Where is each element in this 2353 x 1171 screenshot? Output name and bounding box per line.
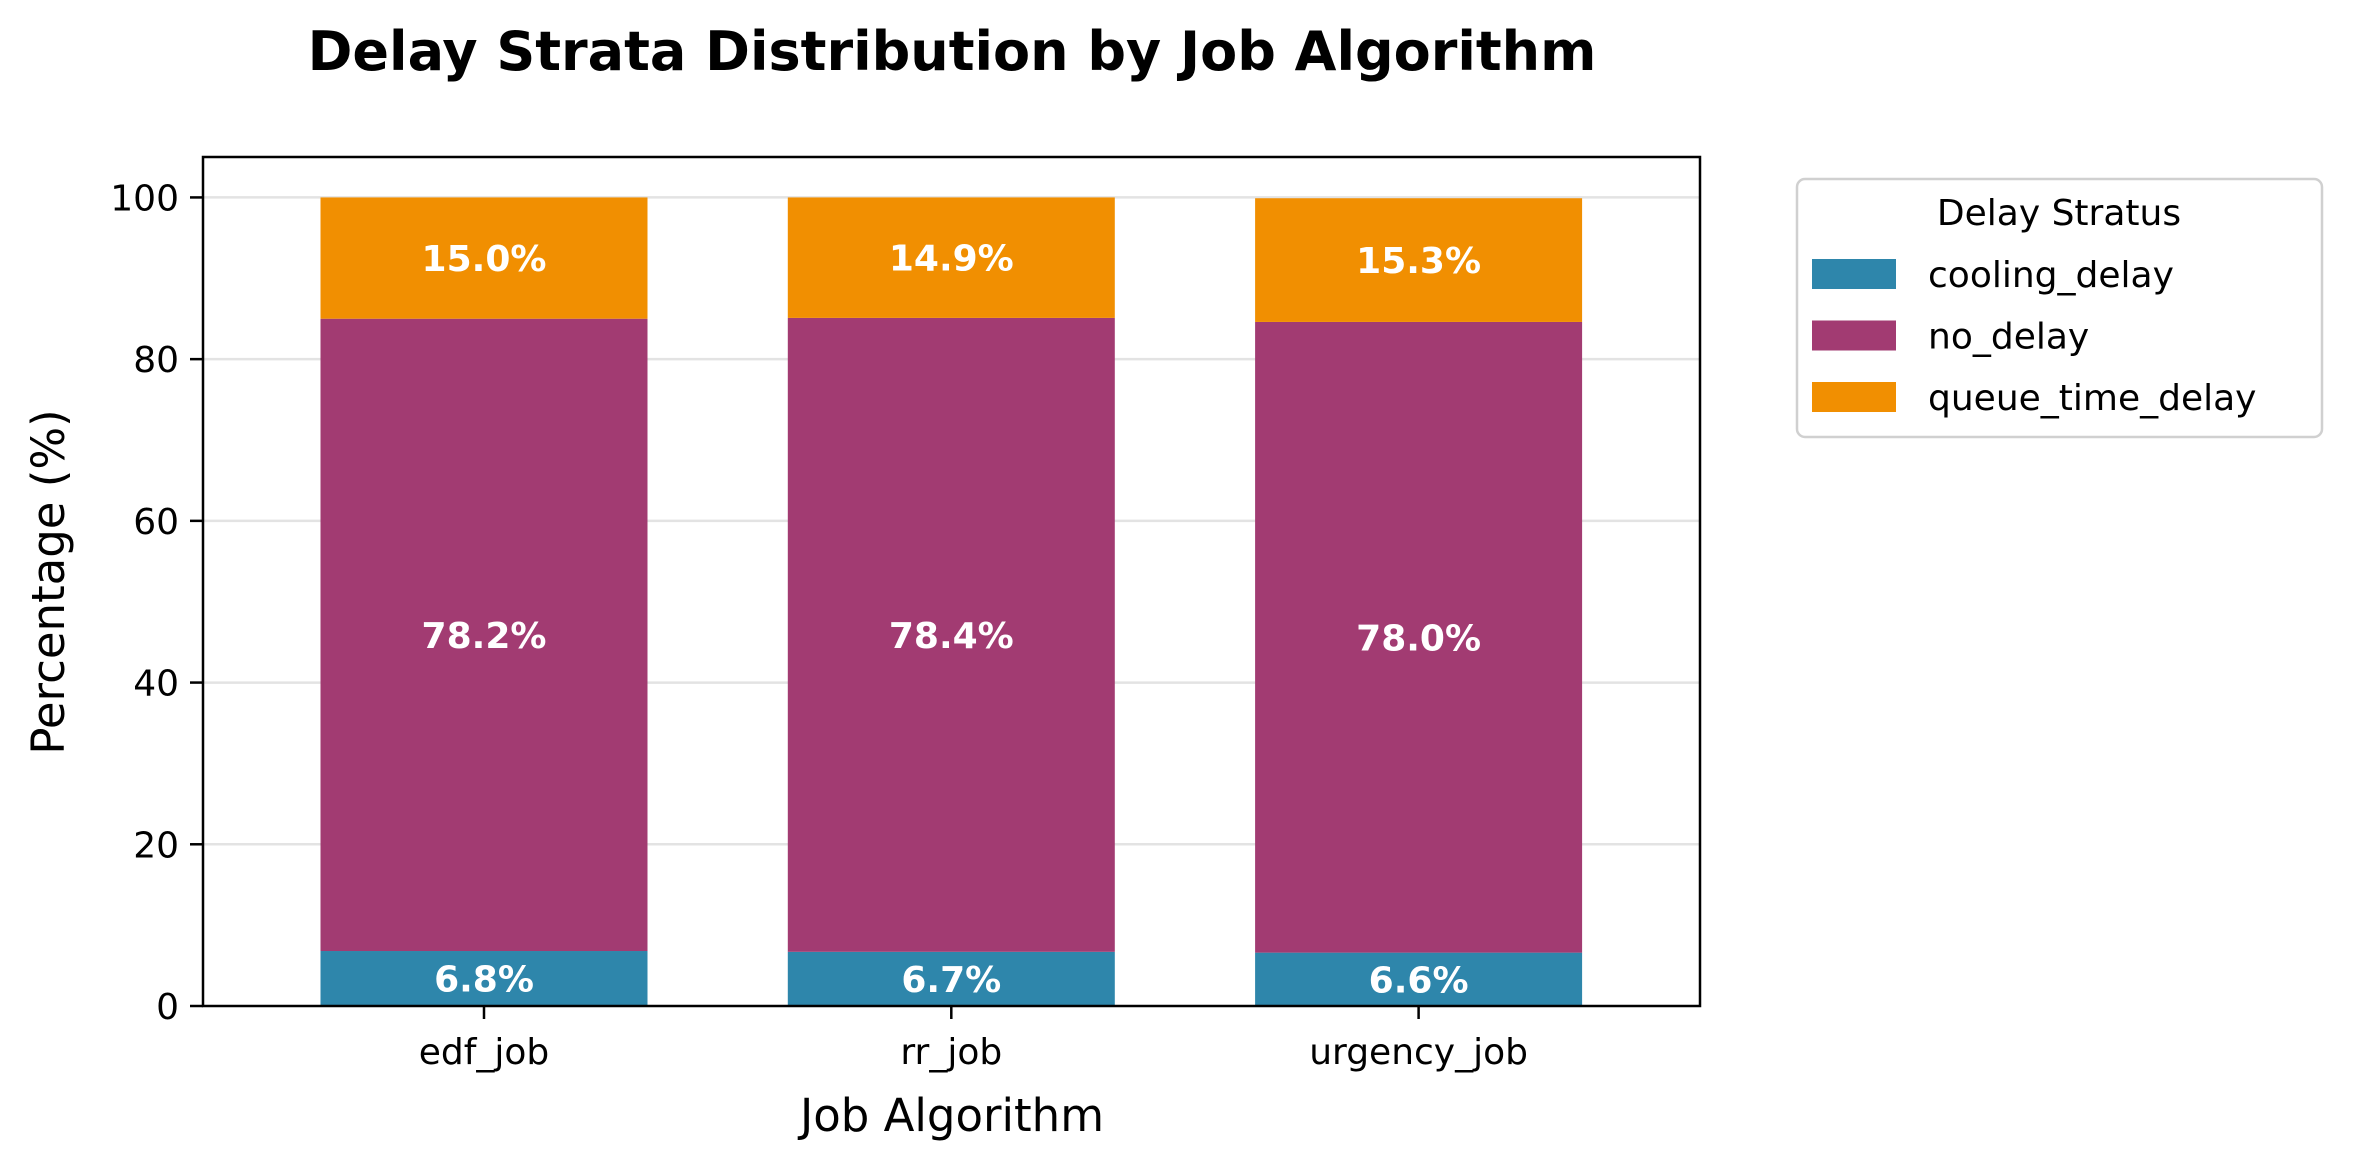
legend-frame: [1795, 177, 2324, 439]
x-tick-label: urgency_job: [1309, 1032, 1528, 1073]
bar-segment-queue_time_delay: [1255, 198, 1583, 322]
bar-segment-queue_time_delay: [787, 197, 1115, 318]
bar-segment-no_delay: [320, 318, 648, 952]
bar-segment-cooling_delay: [787, 951, 1115, 1006]
bar-value-label: 6.8%: [434, 960, 534, 1001]
y-axis: 0 20 40 60 80 100: [110, 178, 203, 1028]
x-tick-label: rr_job: [900, 1032, 1002, 1073]
y-tick-label: 40: [133, 664, 179, 705]
x-tick-label: edf_job: [419, 1032, 550, 1073]
legend-label: no_delay: [1928, 317, 2089, 358]
bars: [320, 197, 1583, 1006]
x-axis-label: Job Algorithm: [797, 1089, 1104, 1142]
legend: Delay Stratus cooling_delay no_delayqueue…: [1795, 177, 2324, 439]
y-tick-label: 80: [133, 340, 179, 381]
bar-value-labels: 6.8% 78.2% 15.0% 6.7% 78.4% 14.9% 6.6% 78.0% 15.…: [422, 239, 1482, 1002]
bar-value-label: 15.3%: [1356, 241, 1481, 282]
bar-value-label: 78.2%: [422, 616, 547, 657]
legend-swatch: [1812, 320, 1896, 351]
legend-label: queue_time_delay: [1928, 378, 2256, 419]
bar-value-label: 14.9%: [889, 239, 1014, 280]
y-tick-label: 20: [133, 825, 179, 866]
y-axis-label: Percentage (%): [22, 409, 75, 754]
legend-label: cooling_delay: [1928, 255, 2174, 296]
bar-value-label: 6.6%: [1369, 960, 1469, 1001]
bar-segment-cooling_delay: [320, 951, 648, 1006]
bar-segment-queue_time_delay: [320, 197, 648, 319]
y-tick-label: 60: [133, 502, 179, 543]
bar-segment-no_delay: [787, 317, 1115, 952]
bar-segment-no_delay: [1255, 321, 1583, 953]
legend-swatch: [1812, 259, 1896, 289]
y-tick-label: 100: [110, 178, 179, 219]
legend-items: cooling_delay no_delay queue_time_delay: [1812, 255, 2256, 419]
chart-title: Delay Strata Distribution by Job Algorit…: [308, 20, 1597, 83]
bar-segment-cooling_delay: [1255, 952, 1583, 1006]
y-tick-label: 0: [156, 987, 179, 1028]
bar-value-label: 78.4%: [889, 616, 1014, 657]
bar-value-label: 78.0%: [1356, 618, 1481, 659]
legend-title: Delay Stratus: [1937, 193, 2181, 234]
bar-value-label: 6.7%: [901, 960, 1001, 1001]
x-axis: edf_job rr_job urgency_job: [419, 1006, 1528, 1073]
bar-value-label: 15.0%: [422, 239, 547, 280]
legend-swatch: [1812, 382, 1896, 412]
